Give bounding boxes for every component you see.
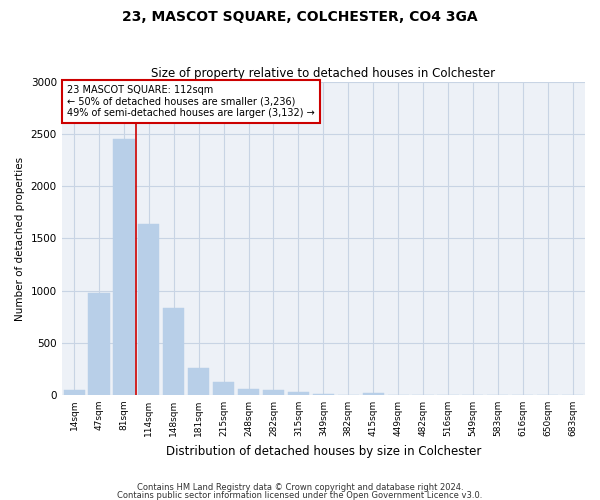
Bar bbox=[138, 224, 160, 395]
Bar bbox=[288, 392, 309, 395]
Title: Size of property relative to detached houses in Colchester: Size of property relative to detached ho… bbox=[151, 66, 496, 80]
Y-axis label: Number of detached properties: Number of detached properties bbox=[15, 156, 25, 320]
X-axis label: Distribution of detached houses by size in Colchester: Distribution of detached houses by size … bbox=[166, 444, 481, 458]
Bar bbox=[88, 292, 110, 395]
Text: Contains HM Land Registry data © Crown copyright and database right 2024.: Contains HM Land Registry data © Crown c… bbox=[137, 484, 463, 492]
Text: 23 MASCOT SQUARE: 112sqm
← 50% of detached houses are smaller (3,236)
49% of sem: 23 MASCOT SQUARE: 112sqm ← 50% of detach… bbox=[67, 85, 314, 118]
Bar bbox=[113, 140, 134, 395]
Bar bbox=[238, 389, 259, 395]
Text: 23, MASCOT SQUARE, COLCHESTER, CO4 3GA: 23, MASCOT SQUARE, COLCHESTER, CO4 3GA bbox=[122, 10, 478, 24]
Bar bbox=[263, 390, 284, 395]
Bar bbox=[64, 390, 85, 395]
Bar bbox=[362, 393, 384, 395]
Bar bbox=[213, 382, 234, 395]
Bar bbox=[313, 394, 334, 395]
Bar bbox=[163, 308, 184, 395]
Text: Contains public sector information licensed under the Open Government Licence v3: Contains public sector information licen… bbox=[118, 490, 482, 500]
Bar bbox=[188, 368, 209, 395]
